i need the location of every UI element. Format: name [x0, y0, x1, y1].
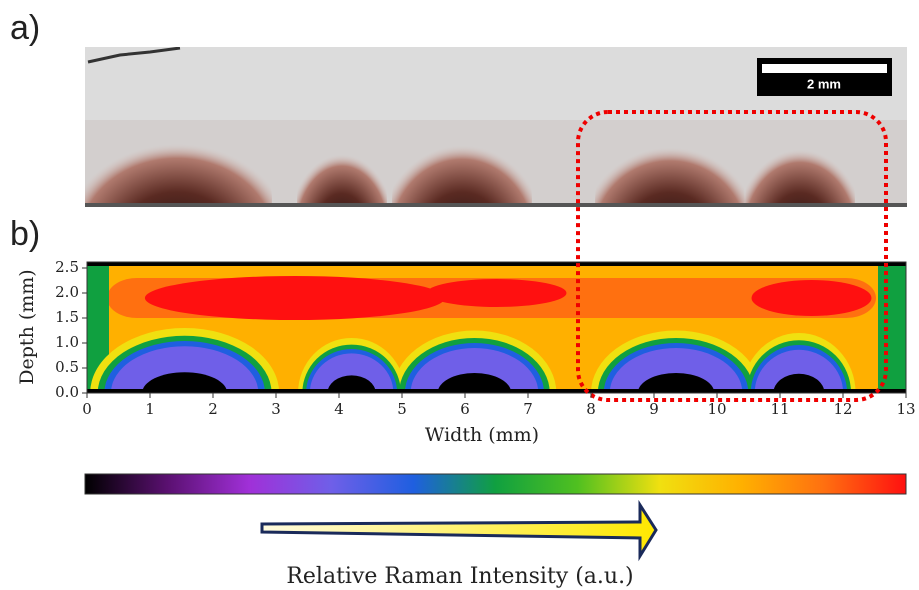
colorbar-label: Relative Raman Intensity (a.u.) [286, 564, 633, 589]
x-tick-label: 7 [523, 400, 533, 418]
x-tick-label: 0 [82, 400, 92, 418]
heat-edge [878, 262, 906, 393]
scale-bar-label: 2 mm [807, 76, 841, 91]
x-tick-label: 5 [397, 400, 407, 418]
panel-label: b) [10, 215, 40, 253]
heat-top [87, 262, 906, 266]
x-tick-label: 4 [334, 400, 344, 418]
page: a) b) 2 mm 0123456789101112130.00.51.01.… [0, 0, 919, 590]
x-tick-label: 9 [649, 400, 659, 418]
y-tick-label: 0.0 [55, 383, 79, 401]
x-tick-label: 13 [896, 400, 915, 418]
x-tick-label: 11 [770, 400, 789, 418]
y-tick-label: 2.5 [55, 258, 79, 276]
heat-bottom [87, 389, 906, 393]
x-tick-label: 6 [460, 400, 470, 418]
photo: 2 mm [82, 47, 907, 280]
x-tick-label: 8 [586, 400, 596, 418]
x-tick-label: 3 [271, 400, 281, 418]
y-tick-label: 1.0 [55, 333, 79, 351]
x-axis-label: Width (mm) [425, 424, 539, 446]
y-tick-label: 0.5 [55, 358, 79, 376]
y-tick-label: 2.0 [55, 283, 79, 301]
heat-core [145, 276, 445, 320]
x-tick-label: 1 [145, 400, 155, 418]
heat-core [752, 280, 872, 316]
y-axis-label: Depth (mm) [16, 269, 38, 384]
figure: a) b) 2 mm 0123456789101112130.00.51.01.… [0, 0, 919, 590]
heat-core [427, 279, 567, 307]
x-tick-label: 2 [208, 400, 218, 418]
arrow [262, 505, 656, 556]
x-tick-label: 10 [707, 400, 726, 418]
panel-label: a) [10, 9, 40, 47]
y-tick-label: 1.5 [55, 308, 79, 326]
x-tick-label: 12 [833, 400, 852, 418]
colorbar [85, 474, 906, 494]
